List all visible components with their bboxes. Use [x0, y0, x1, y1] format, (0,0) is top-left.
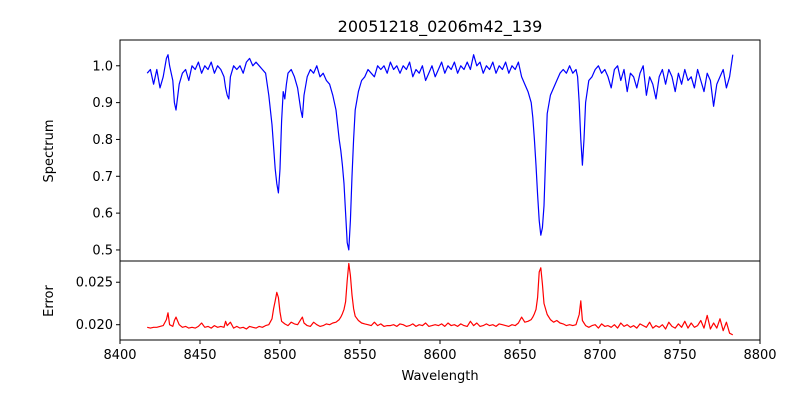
x-tick-label: 8500	[263, 348, 296, 363]
x-tick-label: 8550	[343, 348, 376, 363]
x-tick-label: 8800	[743, 348, 776, 363]
error-lines	[147, 262, 734, 336]
spectrum-series-line	[146, 54, 734, 251]
error-y-ticks: 0.020 0.025	[76, 276, 120, 333]
spectrum-y-ticks: 0.5 0.6 0.7 0.8 0.9 1.0	[92, 59, 120, 258]
error-axis-label: Error	[42, 285, 57, 317]
error-series-line	[147, 262, 734, 336]
error-panel: Error Wavelength 0.020 0.025 8400 8450 8500…	[42, 260, 777, 384]
spectrum-axis-label: Spectrum	[42, 120, 57, 183]
x-tick-label: 8600	[423, 348, 456, 363]
spectrum-y-tick-label: 1.0	[92, 59, 113, 74]
error-y-tick-label: 0.020	[76, 318, 113, 333]
spectrum-y-tick-label: 0.9	[92, 96, 113, 111]
x-tick-label: 8750	[663, 348, 696, 363]
spectrum-y-tick-label: 0.5	[92, 243, 113, 258]
x-tick-label: 8400	[103, 348, 136, 363]
wavelength-axis-label: Wavelength	[401, 369, 478, 384]
wavelength-x-ticks: 8400 8450 8500 8550 8600 8650 8700 8750 8800	[103, 340, 777, 363]
x-tick-label: 8650	[503, 348, 536, 363]
x-tick-label: 8450	[183, 348, 216, 363]
spectrum-lines	[146, 54, 734, 251]
chart-title: 20051218_0206m42_139	[338, 17, 543, 37]
spectrum-panel: 20051218_0206m42_139 Spectrum 0.50.60.70…	[42, 17, 761, 262]
spectrum-plot-frame	[119, 39, 761, 262]
spectrum-y-tick-label: 0.7	[92, 170, 113, 185]
error-y-tick-label: 0.025	[76, 276, 113, 291]
spectrum-y-tick-label: 0.8	[92, 133, 113, 148]
error-plot-frame	[119, 260, 761, 341]
x-tick-label: 8700	[583, 348, 616, 363]
spectrum-y-tick-label: 0.6	[92, 207, 113, 222]
